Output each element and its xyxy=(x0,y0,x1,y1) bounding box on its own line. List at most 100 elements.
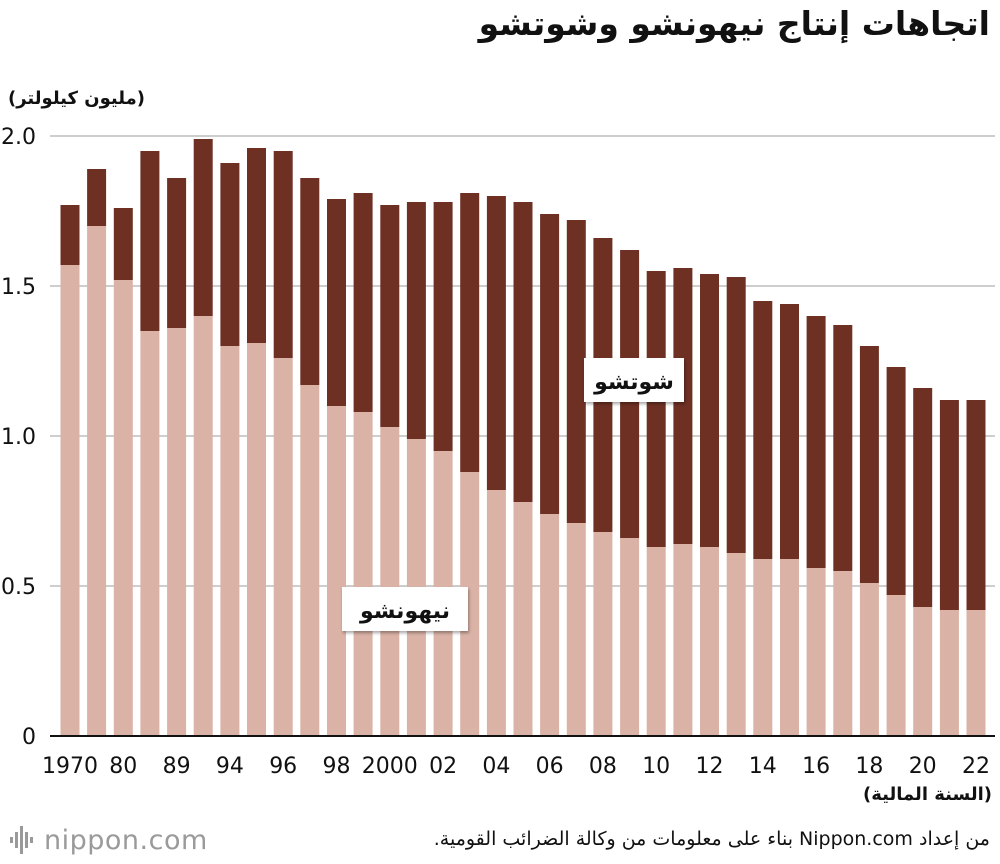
bar-nihonshu xyxy=(593,532,613,736)
x-tick-label: 1970 xyxy=(42,754,98,779)
bar-shochu xyxy=(87,169,107,226)
y-tick-label: 0.5 xyxy=(1,575,36,600)
bar-nihonshu xyxy=(273,358,293,736)
y-tick-label: 2.0 xyxy=(1,125,36,150)
y-tick-label: 1.5 xyxy=(1,275,36,300)
x-tick-label: 04 xyxy=(482,754,510,779)
x-tick-label: 18 xyxy=(855,754,883,779)
bar-nihonshu xyxy=(353,412,373,736)
x-tick-label: 80 xyxy=(109,754,137,779)
y-axis-unit-label: (مليون كيلولتر) xyxy=(8,88,145,109)
x-tick-label: 94 xyxy=(216,754,244,779)
bar-shochu xyxy=(327,199,346,406)
axes: 0 0.5 1.0 1.5 2.0 1970 80 89 94 96 98 2000 02 04 06 08 1… xyxy=(1,125,995,779)
bar-shochu xyxy=(380,205,400,427)
bar-shochu xyxy=(140,151,160,331)
bar-shochu xyxy=(673,268,693,544)
bar-nihonshu xyxy=(859,583,879,736)
bar-shochu xyxy=(113,208,133,280)
x-tick-label: 12 xyxy=(696,754,724,779)
bar-shochu xyxy=(167,178,187,328)
bar-shochu xyxy=(193,139,213,316)
bar-nihonshu xyxy=(700,547,719,736)
x-tick-label: 08 xyxy=(589,754,617,779)
bar-nihonshu xyxy=(140,331,160,736)
bar-nihonshu xyxy=(806,568,826,736)
bar-nihonshu xyxy=(87,226,107,736)
bar-nihonshu xyxy=(726,553,746,736)
bar-nihonshu xyxy=(780,559,799,736)
bar-shochu xyxy=(753,301,773,559)
bar-nihonshu xyxy=(646,547,666,736)
x-tick-label: 06 xyxy=(536,754,564,779)
bar-shochu xyxy=(433,202,453,451)
bar-nihonshu xyxy=(247,343,266,736)
bar-shochu xyxy=(913,388,933,607)
bar-shochu xyxy=(540,214,560,514)
series-label-nihonshu-box xyxy=(342,587,468,631)
bar-nihonshu xyxy=(513,502,533,736)
bar-nihonshu xyxy=(460,472,480,736)
bar-nihonshu xyxy=(566,523,586,736)
bars xyxy=(60,139,986,736)
series-labels: شوتشو نيهونشو xyxy=(342,358,684,631)
bar-nihonshu xyxy=(620,538,640,736)
series-label-shochu: شوتشو xyxy=(584,358,684,402)
bar-nihonshu xyxy=(833,571,853,736)
x-tick-label: 96 xyxy=(269,754,297,779)
series-label-nihonshu-text: نيهونشو xyxy=(359,599,450,624)
bar-nihonshu xyxy=(220,346,240,736)
bar-shochu xyxy=(966,400,986,610)
x-tick-label: 2000 xyxy=(362,754,418,779)
x-tick-label: 20 xyxy=(909,754,937,779)
bar-nihonshu xyxy=(193,316,213,736)
bar-nihonshu xyxy=(60,265,80,736)
sound-wave-icon xyxy=(10,826,33,854)
bar-shochu xyxy=(406,202,426,439)
y-tick-label: 0 xyxy=(22,725,36,750)
bar-shochu xyxy=(833,325,853,571)
nippon-logo: nippon.com xyxy=(10,818,240,862)
x-tick-label: 10 xyxy=(642,754,670,779)
bar-shochu xyxy=(220,163,240,346)
bar-shochu xyxy=(886,367,906,595)
bar-nihonshu xyxy=(113,280,133,736)
bar-nihonshu xyxy=(939,610,959,736)
bar-nihonshu xyxy=(540,514,560,736)
bar-nihonshu xyxy=(380,427,400,736)
bar-nihonshu xyxy=(300,385,320,736)
bar-shochu xyxy=(646,271,666,547)
bar-shochu xyxy=(566,220,586,523)
bar-shochu xyxy=(247,148,266,343)
logo-text: nippon.com xyxy=(44,824,208,856)
x-tick-label: 14 xyxy=(749,754,777,779)
bar-shochu xyxy=(700,274,719,547)
bar-shochu xyxy=(806,316,826,568)
bar-shochu xyxy=(300,178,320,385)
series-label-nihonshu: نيهونشو xyxy=(342,587,468,631)
x-axis-unit-label: (السنة المالية) xyxy=(862,784,992,805)
bar-shochu xyxy=(460,193,480,472)
bar-shochu xyxy=(60,205,80,265)
bar-nihonshu xyxy=(753,559,773,736)
bar-shochu xyxy=(486,196,506,490)
x-tick-label: 02 xyxy=(429,754,457,779)
series-label-shochu-box xyxy=(584,358,684,402)
x-tick-label: 16 xyxy=(802,754,830,779)
bar-nihonshu xyxy=(913,607,933,736)
x-tick-label: 89 xyxy=(163,754,191,779)
x-tick-label: 98 xyxy=(323,754,351,779)
chart-title: اتجاهات إنتاج نيهونشو وشوتشو xyxy=(478,4,990,43)
series-label-shochu-text: شوتشو xyxy=(593,370,674,395)
bar-shochu xyxy=(780,304,799,559)
bar-shochu xyxy=(273,151,293,358)
bar-nihonshu xyxy=(486,490,506,736)
bar-nihonshu xyxy=(966,610,986,736)
bar-shochu xyxy=(353,193,373,412)
bar-shochu xyxy=(513,202,533,502)
bar-shochu xyxy=(859,346,879,583)
y-tick-label: 1.0 xyxy=(1,425,36,450)
bar-nihonshu xyxy=(327,406,346,736)
bar-nihonshu xyxy=(673,544,693,736)
